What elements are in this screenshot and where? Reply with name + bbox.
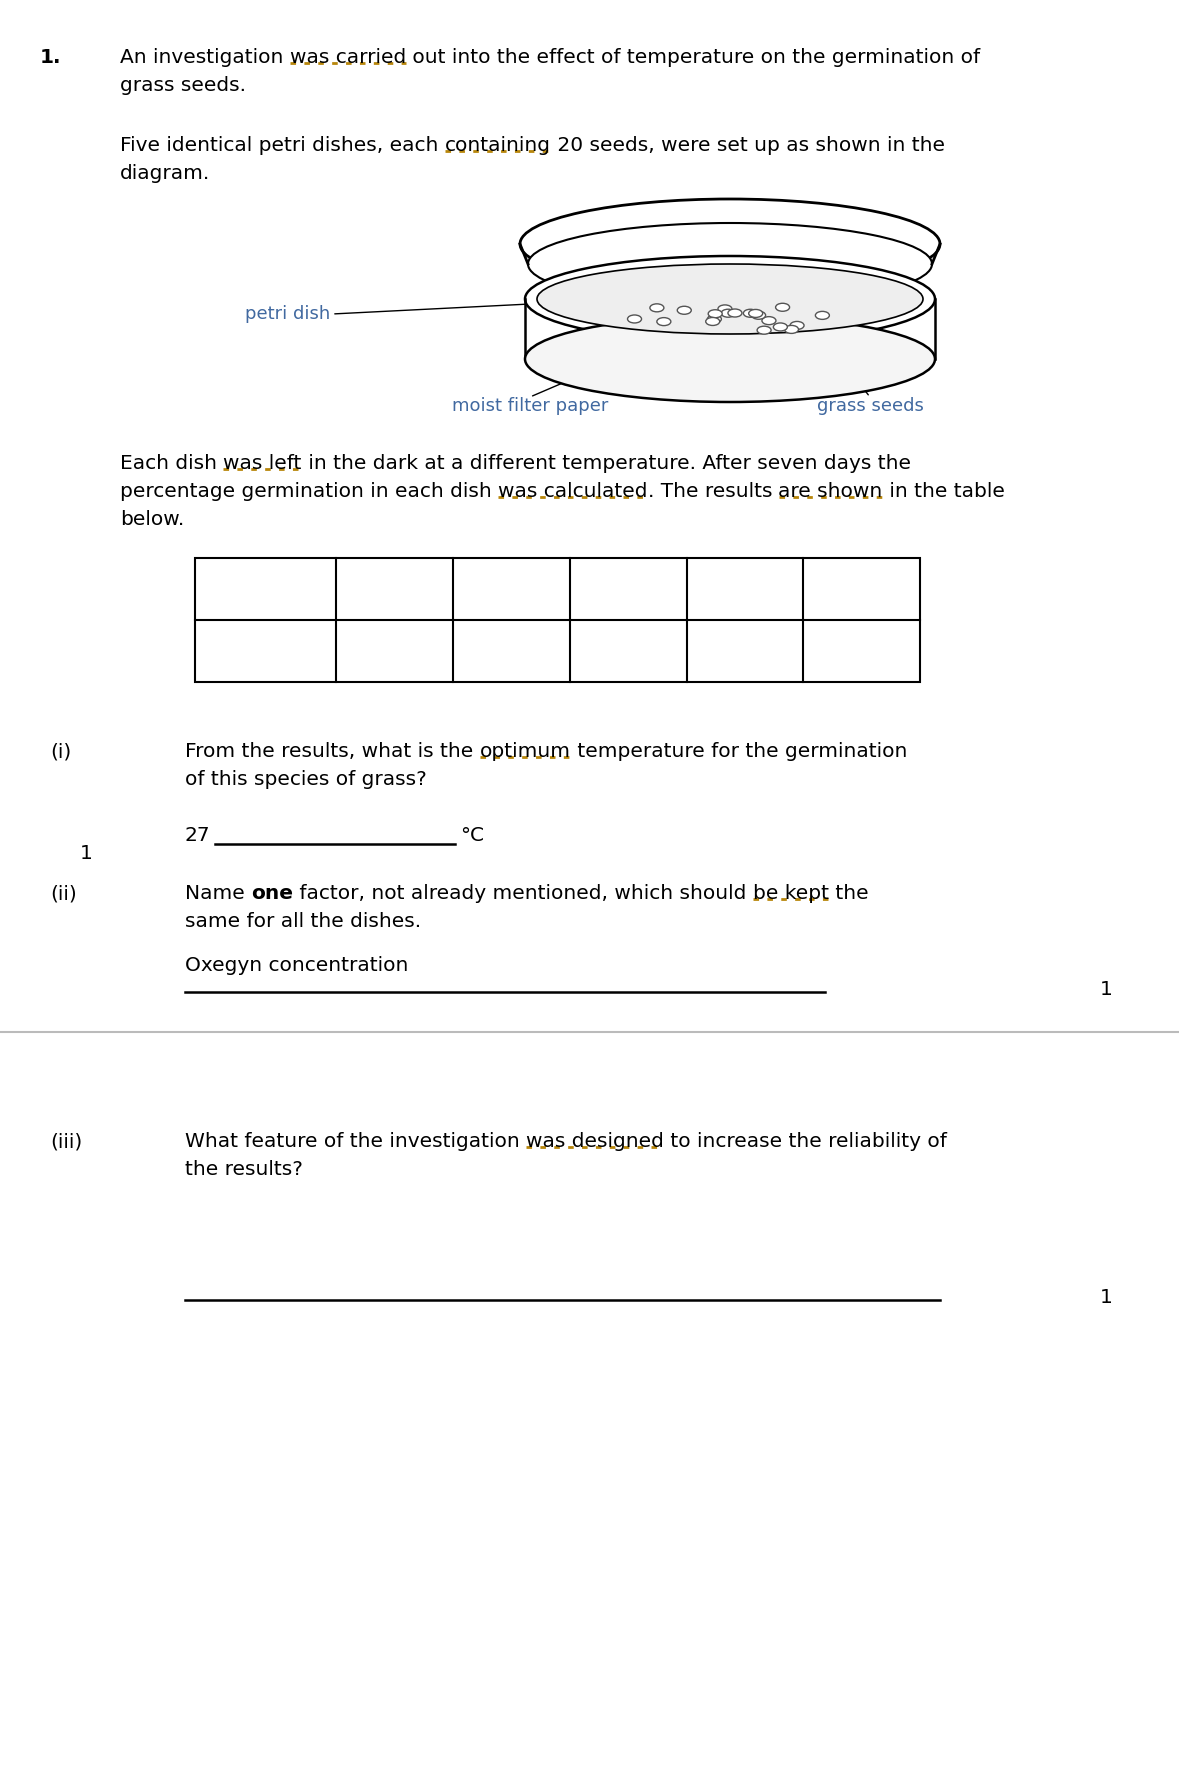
Ellipse shape <box>776 304 790 311</box>
Text: moist filter paper: moist filter paper <box>452 398 608 416</box>
Ellipse shape <box>525 256 935 343</box>
Ellipse shape <box>784 325 798 334</box>
Ellipse shape <box>727 309 742 316</box>
Text: Each dish: Each dish <box>120 455 223 472</box>
Ellipse shape <box>709 309 723 318</box>
Text: optimum: optimum <box>480 742 571 760</box>
Ellipse shape <box>706 318 719 325</box>
Text: are shown: are shown <box>778 481 883 501</box>
Text: the: the <box>829 884 869 902</box>
Text: 70: 70 <box>732 641 758 661</box>
Ellipse shape <box>751 311 765 320</box>
Ellipse shape <box>707 314 722 323</box>
Ellipse shape <box>773 323 788 330</box>
Text: one: one <box>251 884 294 902</box>
Text: An investigation: An investigation <box>120 48 290 67</box>
Text: petri dish: petri dish <box>245 305 330 323</box>
Text: was left: was left <box>223 455 302 472</box>
Text: 36: 36 <box>732 579 758 599</box>
Ellipse shape <box>528 224 933 305</box>
Text: in the table: in the table <box>883 481 1005 501</box>
Text: (iii): (iii) <box>50 1131 83 1151</box>
Ellipse shape <box>677 305 691 314</box>
Text: to increase the reliability of: to increase the reliability of <box>664 1131 947 1151</box>
Text: 1: 1 <box>1100 1288 1113 1307</box>
Text: be kept: be kept <box>753 884 829 902</box>
Text: 40: 40 <box>849 641 875 661</box>
Text: 80: 80 <box>615 641 641 661</box>
Text: of this species of grass?: of this species of grass? <box>185 771 427 789</box>
Text: 27: 27 <box>615 579 641 599</box>
Text: °C: °C <box>460 826 485 845</box>
Text: 1: 1 <box>80 844 93 863</box>
Ellipse shape <box>816 311 829 320</box>
Ellipse shape <box>525 316 935 401</box>
Text: Oxegyn concentration: Oxegyn concentration <box>185 955 408 975</box>
Text: From the results, what is the: From the results, what is the <box>185 742 480 760</box>
Text: was calculated: was calculated <box>498 481 647 501</box>
Text: percentage germination in each dish: percentage germination in each dish <box>120 481 498 501</box>
Text: temperature for the germination: temperature for the germination <box>571 742 907 760</box>
Text: containing: containing <box>444 137 551 155</box>
Text: 45: 45 <box>849 579 875 599</box>
Text: 65: 65 <box>499 641 525 661</box>
Ellipse shape <box>650 304 664 313</box>
Text: in the dark at a different temperature. After seven days the: in the dark at a different temperature. … <box>302 455 910 472</box>
Text: 1.: 1. <box>40 48 61 67</box>
Text: grass seeds.: grass seeds. <box>120 76 246 94</box>
Text: 45: 45 <box>382 641 408 661</box>
Text: Percentage
germination: Percentage germination <box>213 630 318 671</box>
Text: the results?: the results? <box>185 1160 303 1179</box>
Text: 1: 1 <box>1100 980 1113 998</box>
Ellipse shape <box>749 309 763 318</box>
Ellipse shape <box>657 318 671 325</box>
Ellipse shape <box>762 316 776 325</box>
Text: was designed: was designed <box>526 1131 664 1151</box>
Text: factor, not already mentioned, which should: factor, not already mentioned, which sho… <box>294 884 753 902</box>
Text: (i): (i) <box>50 742 71 760</box>
Text: out into the effect of temperature on the germination of: out into the effect of temperature on th… <box>406 48 980 67</box>
Bar <box>195 558 920 682</box>
Ellipse shape <box>627 314 641 323</box>
Text: 20 seeds, were set up as shown in the: 20 seeds, were set up as shown in the <box>551 137 944 155</box>
Ellipse shape <box>520 199 940 289</box>
Text: . The results: . The results <box>647 481 778 501</box>
Text: same for all the dishes.: same for all the dishes. <box>185 913 421 931</box>
Ellipse shape <box>722 309 736 318</box>
Text: was carried: was carried <box>290 48 406 67</box>
Text: grass seeds: grass seeds <box>817 398 923 416</box>
Text: 18: 18 <box>499 579 525 599</box>
Ellipse shape <box>790 321 804 329</box>
Text: 10: 10 <box>382 579 408 599</box>
Text: (ii): (ii) <box>50 884 77 902</box>
Text: Temperature
(°C): Temperature (°C) <box>210 568 322 609</box>
Ellipse shape <box>536 265 923 334</box>
Ellipse shape <box>757 327 771 334</box>
Text: What feature of the investigation: What feature of the investigation <box>185 1131 526 1151</box>
Text: Five identical petri dishes, each: Five identical petri dishes, each <box>120 137 444 155</box>
Text: diagram.: diagram. <box>120 163 210 183</box>
Text: below.: below. <box>120 510 184 529</box>
Text: Name: Name <box>185 884 251 902</box>
Ellipse shape <box>744 309 757 318</box>
Text: 27: 27 <box>185 826 211 845</box>
Ellipse shape <box>718 305 732 313</box>
